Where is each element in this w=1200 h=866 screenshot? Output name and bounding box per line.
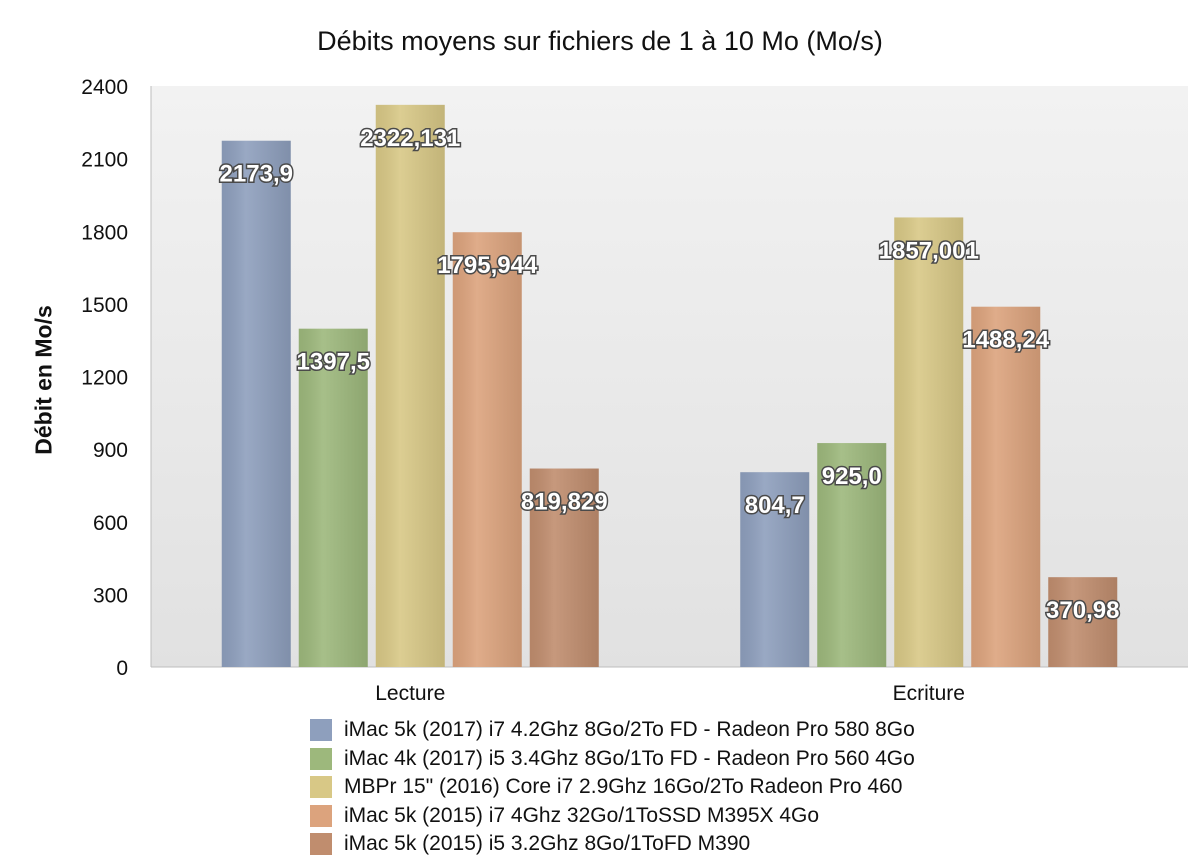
y-tick-label: 2400 [81, 76, 128, 99]
data-label: 1488,24 [962, 327, 1049, 354]
data-label: 1857,001 [879, 237, 979, 264]
bar-highlight [375, 104, 445, 668]
bar-highlight [971, 306, 1041, 667]
y-axis-label: Débit en Mo/s [30, 305, 57, 455]
data-label: 1397,5 [297, 349, 370, 376]
data-label: 2173,9 [220, 161, 293, 188]
data-label: 2322,131 [360, 125, 460, 152]
data-label: 1795,944 [437, 252, 538, 279]
legend-swatch [310, 804, 332, 827]
legend: iMac 5k (2017) i7 4.2Ghz 8Go/2To FD - Ra… [310, 716, 915, 859]
data-label: 819,829 [521, 489, 608, 516]
legend-swatch [310, 776, 332, 799]
legend-label: iMac 4k (2017) i5 3.4Ghz 8Go/1To FD - Ra… [344, 746, 915, 770]
category-label: Lecture [375, 682, 445, 705]
bar-highlight [740, 472, 810, 667]
data-label: 925,0 [822, 463, 882, 490]
legend-label: iMac 5k (2015) i7 4Ghz 32Go/1ToSSD M395X… [344, 803, 820, 827]
legend-label: iMac 5k (2015) i5 3.2Ghz 8Go/1ToFD M390 [344, 832, 751, 856]
legend-item: iMac 5k (2015) i5 3.2Ghz 8Go/1ToFD M390 [310, 830, 915, 859]
category-label: Ecriture [893, 682, 965, 705]
chart-title: Débits moyens sur fichiers de 1 à 10 Mo … [317, 26, 883, 56]
legend-swatch [310, 719, 332, 742]
data-label: 370,98 [1046, 597, 1119, 624]
legend-item: iMac 5k (2017) i7 4.2Ghz 8Go/2To FD - Ra… [310, 716, 915, 745]
bar-highlight [1048, 577, 1118, 667]
bar-highlight [221, 140, 291, 667]
legend-item: MBPr 15" (2016) Core i7 2.9Ghz 16Go/2To … [310, 773, 915, 802]
legend-label: iMac 5k (2017) i7 4.2Ghz 8Go/2To FD - Ra… [344, 718, 915, 742]
y-tick-label: 900 [93, 439, 128, 462]
legend-item: iMac 5k (2015) i7 4Ghz 32Go/1ToSSD M395X… [310, 802, 915, 831]
bar-highlight [298, 328, 368, 667]
y-tick-label: 0 [116, 657, 128, 680]
y-tick-label: 2100 [81, 149, 128, 172]
data-label: 804,7 [745, 492, 805, 519]
legend-swatch [310, 833, 332, 856]
bar-highlight [894, 217, 964, 668]
bar-highlight [817, 443, 887, 667]
bar-highlight [452, 232, 522, 668]
y-tick-label: 1800 [81, 221, 128, 244]
y-tick-label: 1200 [81, 367, 128, 390]
legend-item: iMac 4k (2017) i5 3.4Ghz 8Go/1To FD - Ra… [310, 745, 915, 774]
bar-highlight [529, 468, 599, 667]
legend-swatch [310, 747, 332, 770]
y-tick-label: 600 [93, 512, 128, 535]
legend-label: MBPr 15" (2016) Core i7 2.9Ghz 16Go/2To … [344, 775, 903, 799]
y-tick-label: 1500 [81, 294, 128, 317]
y-tick-label: 300 [93, 584, 128, 607]
